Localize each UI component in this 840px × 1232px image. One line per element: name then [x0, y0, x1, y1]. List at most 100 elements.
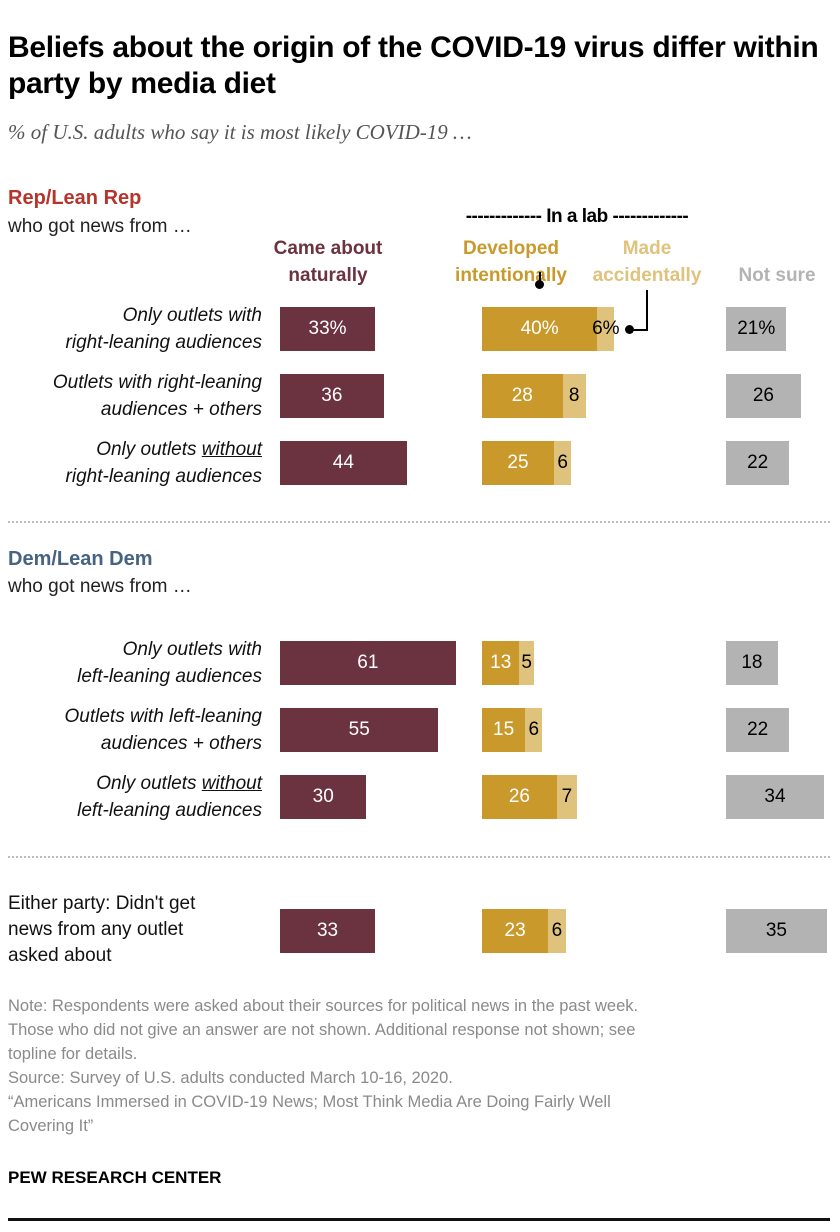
bar-value-label: 35 [765, 920, 787, 941]
bar-naturally: 33 [280, 909, 376, 953]
row-label-text: audiences + others [100, 399, 262, 420]
callout-line [631, 329, 648, 331]
row-label-line: audiences + others [53, 396, 262, 423]
bar-value-label: 26 [752, 385, 774, 406]
row-label-text: right-leaning audiences [65, 332, 262, 353]
bar-intentionally: 40% [482, 307, 598, 351]
bar-not_sure: 26 [726, 374, 801, 418]
divider [8, 856, 830, 858]
bar-intentionally: 13 [482, 641, 520, 685]
bar-value-label: 28 [511, 385, 533, 406]
bar-naturally: 36 [280, 374, 384, 418]
bar-naturally: 33% [280, 307, 376, 351]
bar-value-label: 22 [747, 719, 769, 740]
row-label-text: audiences + others [100, 733, 262, 754]
bar-value-label: 44 [332, 452, 354, 473]
bar-accidentally: 6 [525, 708, 543, 752]
bar-value-label: 6 [551, 920, 563, 941]
chart-title: Beliefs about the origin of the COVID-19… [8, 31, 819, 100]
row-label-text: Only outlets [96, 439, 202, 460]
row-label: Only outlets without left-leaning audienc… [77, 770, 262, 824]
bar-value-label: 61 [357, 652, 379, 673]
row-label-line: Only outlets without [77, 770, 262, 797]
legend-line: Came about [273, 238, 383, 259]
note-line: Covering It” [8, 1117, 94, 1135]
callout-line [539, 272, 541, 284]
row-label-line: right-leaning audiences [66, 329, 262, 356]
row-label-line: Outlets with left-leaning [65, 703, 263, 730]
chart-subtitle: % of U.S. adults who say it is most like… [8, 120, 472, 144]
bar-value-label: 25 [507, 452, 529, 473]
group-dem-sub: who got news from … [8, 576, 192, 597]
bar-value-label: 13 [490, 652, 512, 673]
row-label: Either party: Didn't get news from any ou… [8, 891, 195, 969]
row-label-line: left-leaning audiences [77, 797, 262, 824]
row-label: Outlets with left-leaning audiences + oth… [65, 703, 263, 757]
bar-accidentally: 6 [554, 441, 572, 485]
bottom-rule [8, 1218, 830, 1221]
row-label-line: news from any outlet [8, 917, 195, 943]
row-label-line: right-leaning audiences [66, 463, 262, 490]
bar-accidentally: 7 [556, 775, 578, 819]
bar-not_sure: 35 [726, 909, 827, 953]
bar-value-label: 6 [557, 452, 568, 473]
bar-naturally: 61 [280, 641, 456, 685]
bar-value-label: 33 [316, 920, 339, 941]
bar-naturally: 30 [280, 775, 367, 819]
row-label-text: asked about [8, 944, 112, 966]
legend-line: Made [622, 238, 672, 259]
legend-intentionally: Developed intentionally [440, 235, 582, 289]
legend-accidentally: Made accidentally [580, 235, 714, 289]
row-label-text: right-leaning audiences [65, 466, 262, 487]
bar-accidentally: 5 [519, 641, 534, 685]
bar-value-label: 36 [321, 385, 343, 406]
row-label: Only outlets without right-leaning audien… [66, 436, 262, 490]
bar-value-label: 6 [528, 719, 540, 740]
callout-dot [625, 325, 634, 334]
notes: Note: Respondents were asked about their… [8, 994, 828, 1138]
bar-value-label: 22 [747, 452, 769, 473]
row-label-text: Either party: Didn't get [8, 892, 196, 914]
legend-line: Not sure [738, 265, 816, 286]
row-label-text: left-leaning audiences [77, 800, 262, 821]
note-line: topline for details. [8, 1045, 138, 1063]
row-label-line: audiences + others [65, 730, 262, 757]
legend-line: Developed [462, 238, 560, 259]
bar-intentionally: 25 [482, 441, 554, 485]
bar-not_sure: 22 [726, 441, 790, 485]
bar-intentionally: 23 [482, 909, 549, 953]
note-line: “Americans Immersed in COVID-19 News; Mo… [8, 1093, 611, 1111]
bar-value-label: 26 [508, 786, 530, 807]
row-label-text: Only outlets [96, 773, 202, 794]
bar-value-label: 40% [520, 318, 559, 339]
row-label-text: news from any outlet [8, 918, 184, 940]
bar-intentionally: 26 [482, 775, 557, 819]
bar-value-label: 33% [308, 318, 347, 339]
row-label-line: left-leaning audiences [77, 663, 262, 690]
row-label-line: Only outlets with [77, 636, 262, 663]
row-label-line: Only outlets with [66, 302, 262, 329]
row-label-text: Only outlets with [122, 305, 262, 326]
row-label-text: Outlets with right-leaning [52, 372, 262, 393]
row-label-text: Only outlets with [122, 639, 262, 660]
row-label-text: left-leaning audiences [77, 666, 262, 687]
row-label-emphasis: without [201, 439, 262, 460]
bar-intentionally: 15 [482, 708, 526, 752]
bar-value-label: 8 [568, 385, 580, 406]
bar-value-label: 15 [493, 719, 515, 740]
bar-value-label: 55 [348, 719, 370, 740]
row-label-emphasis: without [201, 773, 262, 794]
bar-not_sure: 34 [726, 775, 824, 819]
bar-value-label: 23 [504, 920, 526, 941]
note-line: Note: Respondents were asked about their… [8, 997, 639, 1015]
group-dem-label: Dem/Lean Dem [8, 548, 153, 570]
row-label: Only outlets with left-leaning audiences [77, 636, 262, 690]
bar-accidentally: 8 [562, 374, 586, 418]
legend-line: intentionally [455, 265, 567, 286]
bar-intentionally: 28 [482, 374, 563, 418]
divider [8, 521, 830, 523]
bar-naturally: 55 [280, 708, 439, 752]
callout-line [646, 290, 648, 330]
bar-not_sure: 18 [726, 641, 778, 685]
